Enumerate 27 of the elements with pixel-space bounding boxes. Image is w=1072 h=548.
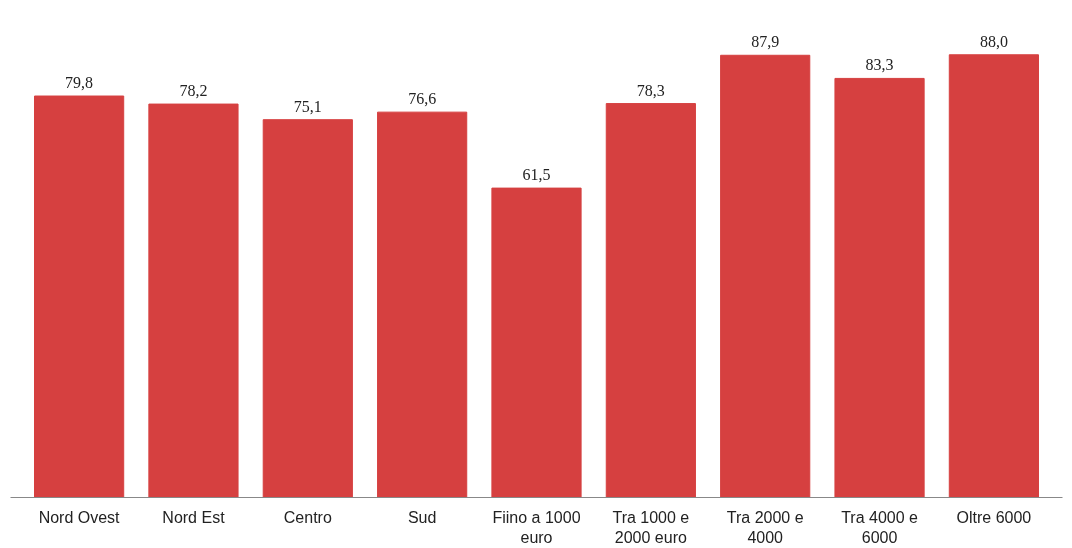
data-label: 75,1 <box>293 97 322 115</box>
bar <box>34 95 125 498</box>
bar <box>948 54 1039 498</box>
x-tick-label: Tra 4000 e 6000 <box>841 508 919 546</box>
x-tick-label: Oltre 6000 <box>956 508 1032 526</box>
bar <box>377 111 468 498</box>
data-label: 76,6 <box>408 90 437 108</box>
data-label: 78,2 <box>179 82 208 100</box>
x-tick-label: Centro <box>283 508 332 526</box>
bar <box>148 103 239 498</box>
bar <box>834 77 925 498</box>
x-tick-label: Tra 1000 e 2000 euro <box>612 508 690 546</box>
bar <box>720 54 811 498</box>
x-tick-label: Tra 2000 e 4000 <box>726 508 804 546</box>
x-tick-label: Sud <box>407 508 437 526</box>
data-label: 79,8 <box>65 74 94 92</box>
bar <box>262 119 353 498</box>
x-tick-label: Nord Ovest <box>38 508 121 526</box>
data-label: 83,3 <box>865 56 894 74</box>
bar <box>491 187 582 498</box>
bar <box>605 103 696 498</box>
data-label: 87,9 <box>751 33 780 51</box>
data-label: 88,0 <box>979 32 1008 50</box>
data-label: 61,5 <box>522 166 551 184</box>
data-label: 78,3 <box>636 81 665 99</box>
x-tick-label: Fiino a 1000 euro <box>492 508 581 546</box>
x-tick-label: Nord Est <box>162 508 226 526</box>
